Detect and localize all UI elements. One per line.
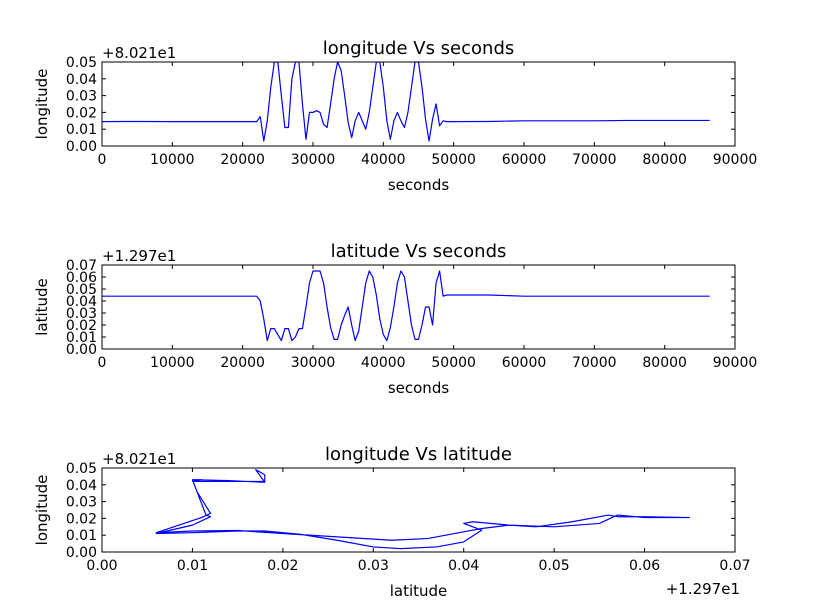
axes-frame — [101, 264, 736, 350]
y-tick-label: 0.05 — [66, 55, 97, 71]
y-tick-label: 0.04 — [66, 478, 97, 494]
y-offset-label: +8.021e1 — [102, 44, 176, 62]
chart-panel-2: 0 10000 20000 30000 40000 50000 60000 70000 8000… — [33, 241, 757, 397]
y-tick-label: 0.02 — [66, 511, 97, 527]
x-tick-label: 0.02 — [267, 558, 298, 574]
x-tick-label: 80000 — [642, 152, 687, 168]
chart-title: longitude Vs latitude — [325, 444, 512, 465]
x-tick-label: 0.07 — [719, 558, 750, 574]
x-axis-label: seconds — [388, 379, 449, 397]
y-tick-label: 0.01 — [66, 122, 97, 138]
y-tick-label: 0.03 — [66, 306, 97, 322]
y-tick-label: 0.01 — [66, 528, 97, 544]
series-line-1 — [102, 270, 710, 342]
axes-frame — [101, 467, 736, 553]
x-tick-label: 0.01 — [177, 558, 208, 574]
x-tick-label: 50000 — [431, 355, 476, 371]
y-tick-label: 0.07 — [66, 258, 97, 274]
y-tick-label: 0.04 — [66, 294, 97, 310]
y-tick-label: 0.01 — [66, 330, 97, 346]
x-tick-label: 40000 — [361, 152, 406, 168]
x-tick-label: 0.06 — [629, 558, 660, 574]
chart-title: latitude Vs seconds — [331, 241, 507, 262]
x-tick-label: 60000 — [502, 355, 547, 371]
axes-frame — [101, 61, 736, 147]
y-axis-label: longitude — [33, 475, 51, 546]
y-tick-label: 0.03 — [66, 89, 97, 105]
y-tick-label: 0.05 — [66, 461, 97, 477]
x-tick-label: 0 — [98, 355, 107, 371]
x-tick-label: 40000 — [361, 355, 406, 371]
chart-panel-3: 0.00 0.01 0.02 0.03 0.04 0.05 0.06 0.070.000.01… — [33, 444, 751, 600]
y-tick-label: 0.05 — [66, 282, 97, 298]
x-tick-label: 30000 — [291, 355, 336, 371]
y-tick-label: 0.00 — [66, 342, 97, 358]
y-offset-label: +8.021e1 — [102, 450, 176, 468]
x-axis-label: seconds — [388, 176, 449, 194]
x-tick-label: 70000 — [572, 152, 617, 168]
y-tick-label: 0.06 — [66, 270, 97, 286]
y-axis-label: latitude — [33, 278, 51, 336]
y-tick-label: 0.02 — [66, 318, 97, 334]
series-line-1 — [155, 469, 690, 550]
x-tick-label: 0.05 — [539, 558, 570, 574]
y-tick-label: 0.02 — [66, 105, 97, 121]
x-tick-label: 20000 — [220, 152, 265, 168]
x-tick-label: 80000 — [642, 355, 687, 371]
x-offset-label: +1.297e1 — [666, 580, 740, 598]
y-tick-label: 0.03 — [66, 495, 97, 511]
x-tick-label: 70000 — [572, 355, 617, 371]
y-tick-label: 0.04 — [66, 72, 97, 88]
y-axis-label: longitude — [33, 69, 51, 140]
x-tick-label: 10000 — [150, 355, 195, 371]
y-offset-label: +1.297e1 — [102, 247, 176, 265]
x-tick-label: 0.00 — [86, 558, 117, 574]
x-axis-label: latitude — [390, 582, 448, 600]
x-tick-label: 0.03 — [358, 558, 389, 574]
x-tick-label: 0.04 — [448, 558, 479, 574]
x-tick-label: 20000 — [220, 355, 265, 371]
x-tick-label: 90000 — [713, 152, 758, 168]
x-tick-label: 30000 — [291, 152, 336, 168]
x-tick-label: 10000 — [150, 152, 195, 168]
chart-title: longitude Vs seconds — [323, 38, 515, 59]
chart-panel-1: 0 10000 20000 30000 40000 50000 60000 70000 8000… — [33, 38, 757, 194]
x-tick-label: 0 — [98, 152, 107, 168]
x-tick-label: 50000 — [431, 152, 476, 168]
x-tick-label: 90000 — [713, 355, 758, 371]
series-line-1 — [102, 62, 710, 142]
x-tick-label: 60000 — [502, 152, 547, 168]
y-tick-label: 0.00 — [66, 545, 97, 561]
y-tick-label: 0.00 — [66, 139, 97, 155]
